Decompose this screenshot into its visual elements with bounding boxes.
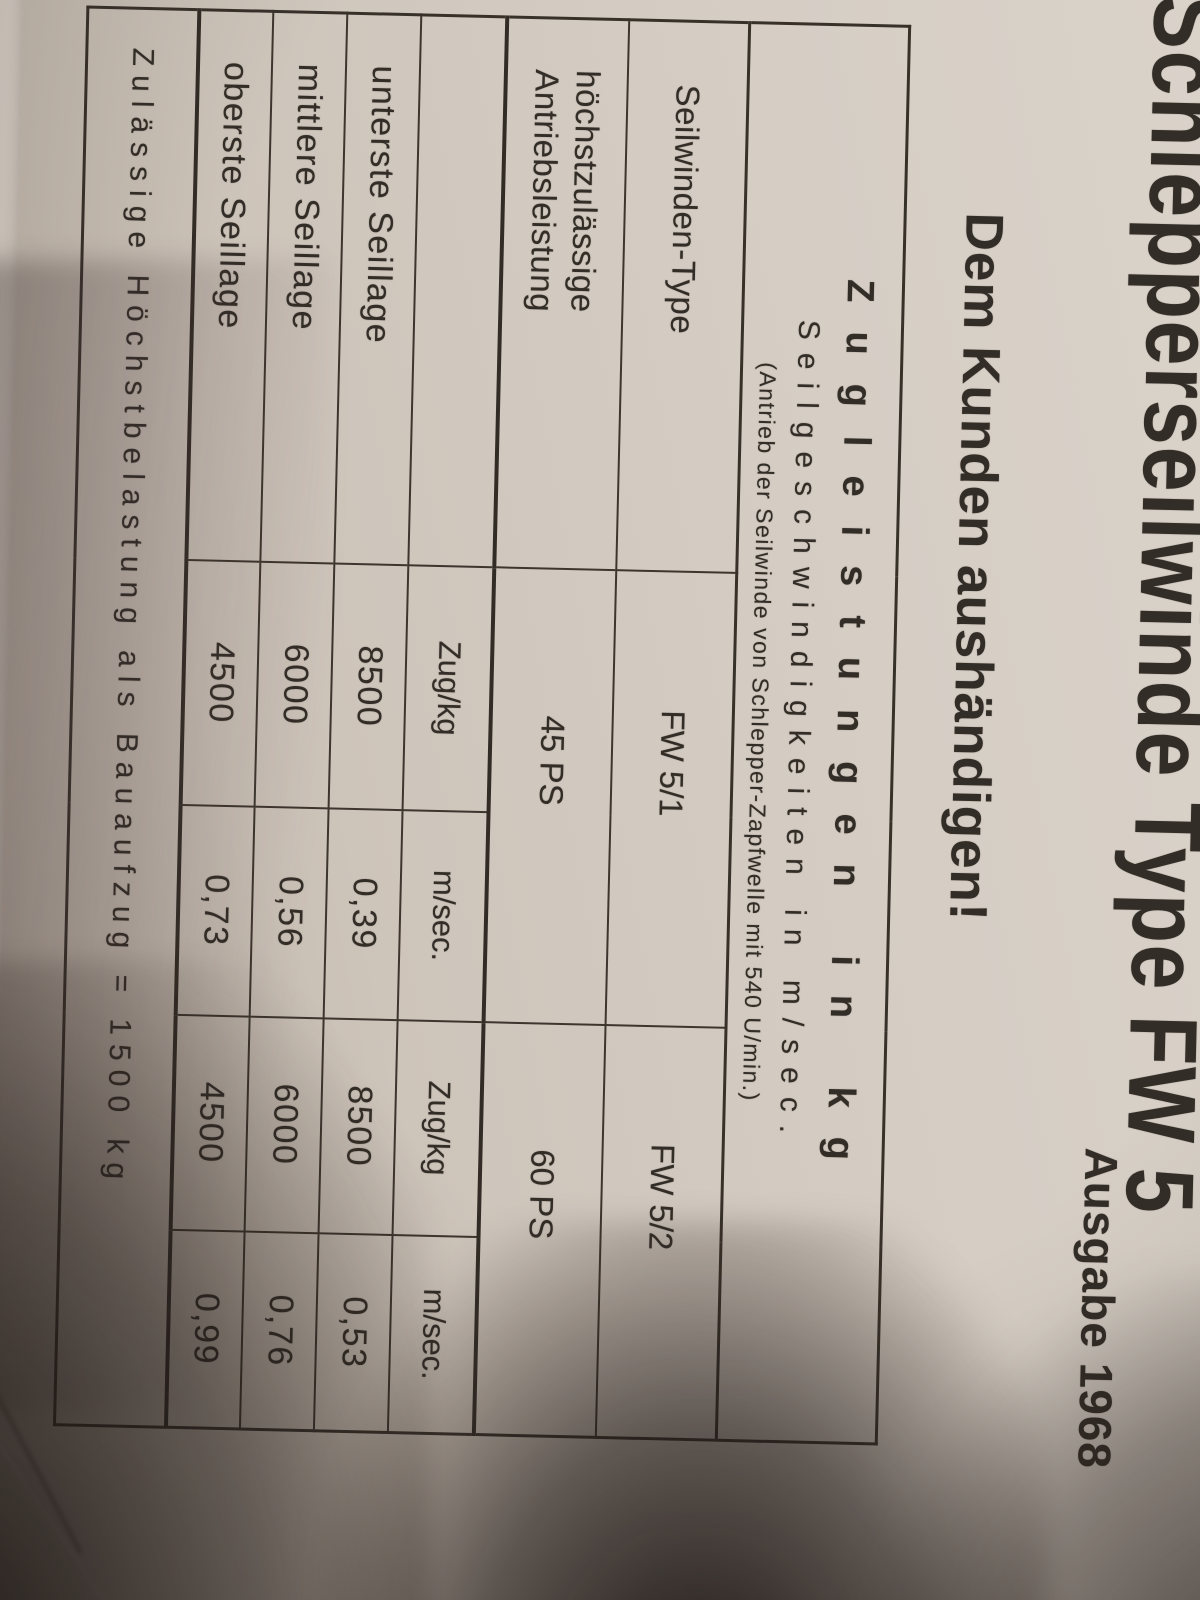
row-label: mittlere Seillage <box>260 11 348 563</box>
value-cell: 6000 <box>245 1016 325 1233</box>
value-cell: 8500 <box>319 1017 399 1235</box>
row-label: oberste Seillage <box>186 9 274 562</box>
unit-m-sec-1: m/sec. <box>398 809 490 1022</box>
value-cell: 0,73 <box>176 804 256 1017</box>
value-cell: 4500 <box>181 559 261 807</box>
winch-spec-table: Zugleistungen in kg Seilgeschwindigkeite… <box>52 5 912 1446</box>
power-col-fw51: 45 PS <box>484 566 617 1025</box>
value-cell: 0,56 <box>250 806 330 1018</box>
unit-row-empty-cell <box>408 14 508 567</box>
unit-m-sec-2: m/sec. <box>388 1234 480 1435</box>
type-col-fw51: FW 5/1 <box>606 569 737 1028</box>
value-cell: 0,53 <box>314 1232 394 1433</box>
edition-label: Ausgabe 1968 <box>1068 1147 1128 1470</box>
row-label: unterste Seillage <box>334 13 422 565</box>
type-col-fw52: FW 5/2 <box>596 1024 727 1441</box>
table-header-block-row: Zugleistungen in kg Seilgeschwindigkeite… <box>716 22 910 1444</box>
value-cell: 4500 <box>171 1014 251 1232</box>
value-cell: 0,39 <box>324 807 404 1020</box>
power-row-label: höchstzulässige Antriebsleistung <box>494 16 630 570</box>
unit-zug-kg-2: Zug/kg <box>393 1019 485 1237</box>
value-cell: 0,76 <box>240 1231 320 1431</box>
value-cell: 8500 <box>329 562 409 810</box>
value-cell: 6000 <box>255 561 335 808</box>
unit-zug-kg-1: Zug/kg <box>403 564 495 812</box>
power-col-fw52: 60 PS <box>474 1021 607 1438</box>
type-row-label: Seilwinden-Type <box>616 19 750 573</box>
value-cell: 0,99 <box>166 1229 246 1430</box>
